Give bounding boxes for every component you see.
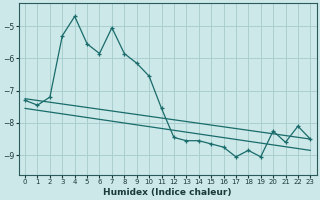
X-axis label: Humidex (Indice chaleur): Humidex (Indice chaleur) (103, 188, 232, 197)
